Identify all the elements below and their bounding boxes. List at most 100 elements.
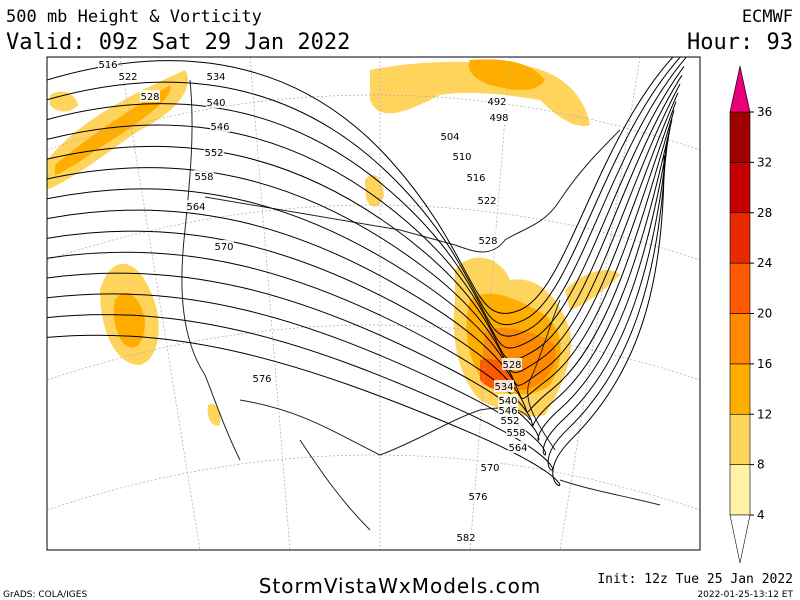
contour-label-bg — [206, 96, 226, 108]
contour-labels: 5165225285345405465525585645705764924985… — [98, 58, 528, 544]
colorbar-below — [729, 514, 751, 564]
contour-label: 528 — [478, 236, 497, 247]
colorbar-label: 20 — [757, 307, 772, 321]
init-time: Init: 12z Tue 25 Jan 2022 — [597, 572, 793, 587]
contour-label-bg — [456, 531, 476, 543]
colorbar-segment — [729, 212, 751, 264]
contour-label-bg — [508, 441, 528, 453]
contour-label-bg — [204, 146, 224, 158]
contour-label-bg — [477, 194, 497, 206]
contour-label-bg — [452, 150, 472, 162]
contour-label: 492 — [487, 97, 506, 108]
height-contour — [47, 101, 677, 399]
contour-label: 498 — [489, 113, 508, 124]
contour-label-bg — [186, 200, 206, 212]
contour-label-bg — [214, 240, 234, 252]
contour-label: 564 — [186, 202, 205, 213]
contour-label: 522 — [118, 72, 137, 83]
contour-label-bg — [210, 120, 230, 132]
site-name: StormVistaWxModels.com — [259, 574, 542, 598]
colorbar-label: 28 — [757, 206, 772, 220]
contour-label: 570 — [214, 242, 233, 253]
contour-label: 534 — [206, 72, 225, 83]
contour-label: 504 — [440, 132, 459, 143]
height-contour — [47, 110, 675, 413]
model-name: ECMWF — [742, 7, 793, 27]
colorbar-segment — [729, 111, 751, 163]
contour-label: 552 — [204, 148, 223, 159]
contour-label: 516 — [466, 173, 485, 184]
contour-label: 516 — [98, 60, 117, 71]
contour-label: 528 — [502, 360, 521, 371]
contour-label: 540 — [206, 98, 225, 109]
contour-label-bg — [140, 90, 160, 102]
credit: GrADS: COLA/IGES — [3, 590, 87, 600]
contour-label: 570 — [480, 463, 499, 474]
contour-label: 576 — [468, 492, 487, 503]
colorbar-segment — [729, 162, 751, 214]
contour-label: 576 — [252, 374, 271, 385]
contour-label-bg — [194, 170, 214, 182]
contour-label-bg — [487, 95, 507, 107]
contour-label-bg — [478, 234, 498, 246]
colorbar-segment — [729, 313, 751, 365]
timestamp: 2022-01-25-13:12 ET — [697, 590, 793, 600]
contour-label: 546 — [498, 406, 517, 417]
contour-label-bg — [498, 394, 518, 406]
colorbar-label: 16 — [757, 357, 772, 371]
contour-label-bg — [118, 70, 138, 82]
contour-label-bg — [480, 461, 500, 473]
height-contour — [47, 119, 673, 427]
contour-label: 540 — [498, 396, 517, 407]
forecast-hour: Hour: 93 — [687, 30, 793, 55]
colorbar-segment — [729, 363, 751, 415]
map-background — [47, 57, 700, 550]
contour-label-bg — [252, 372, 272, 384]
graticule — [47, 57, 700, 550]
contour-label: 558 — [506, 428, 525, 439]
contour-label-bg — [506, 426, 526, 438]
contour-label-bg — [489, 111, 509, 123]
contour-label: 534 — [494, 382, 513, 393]
height-contour — [47, 57, 687, 337]
colorbar-label: 12 — [757, 407, 772, 421]
valid-time: Valid: 09z Sat 29 Jan 2022 — [6, 30, 350, 55]
contour-label: 546 — [210, 122, 229, 133]
contour-label-bg — [500, 414, 520, 426]
contour-label-bg — [468, 490, 488, 502]
contour-label-bg — [440, 130, 460, 142]
height-contour — [47, 136, 669, 456]
contour-label-bg — [98, 58, 118, 70]
map-frame — [46, 56, 701, 551]
contour-label-bg — [466, 171, 486, 183]
colorbar-label: 4 — [757, 508, 765, 522]
contour-label-bg — [494, 380, 514, 392]
colorbar-label: 32 — [757, 155, 772, 169]
colorbar-label: 8 — [757, 458, 765, 472]
contour-label: 582 — [456, 533, 475, 544]
contour-label: 528 — [140, 92, 159, 103]
contour-label-bg — [498, 404, 518, 416]
contour-label: 564 — [508, 443, 527, 454]
map-panel: 5165225285345405465525585645705764924985… — [46, 56, 701, 551]
colorbar-label: 36 — [757, 105, 772, 119]
height-contour — [47, 154, 665, 487]
colorbar-segment — [729, 262, 751, 314]
colorbar-segment — [729, 464, 751, 516]
height-contour — [47, 57, 674, 314]
height-contour — [47, 57, 682, 326]
contour-label: 522 — [477, 196, 496, 207]
colorbar-above — [729, 65, 751, 113]
contour-label-bg — [206, 70, 226, 82]
map-title: 500 mb Height & Vorticity — [6, 7, 262, 27]
colorbar-label: 24 — [757, 256, 772, 270]
height-contour — [47, 145, 667, 471]
colorbar: 4 8 12 16 20 24 28 32 36 — [729, 65, 772, 564]
contour-label: 552 — [500, 416, 519, 427]
contour-label: 510 — [452, 152, 471, 163]
contour-label: 558 — [194, 172, 213, 183]
height-contour — [47, 127, 671, 441]
contour-label-bg — [502, 358, 522, 370]
colorbar-segment — [729, 413, 751, 465]
